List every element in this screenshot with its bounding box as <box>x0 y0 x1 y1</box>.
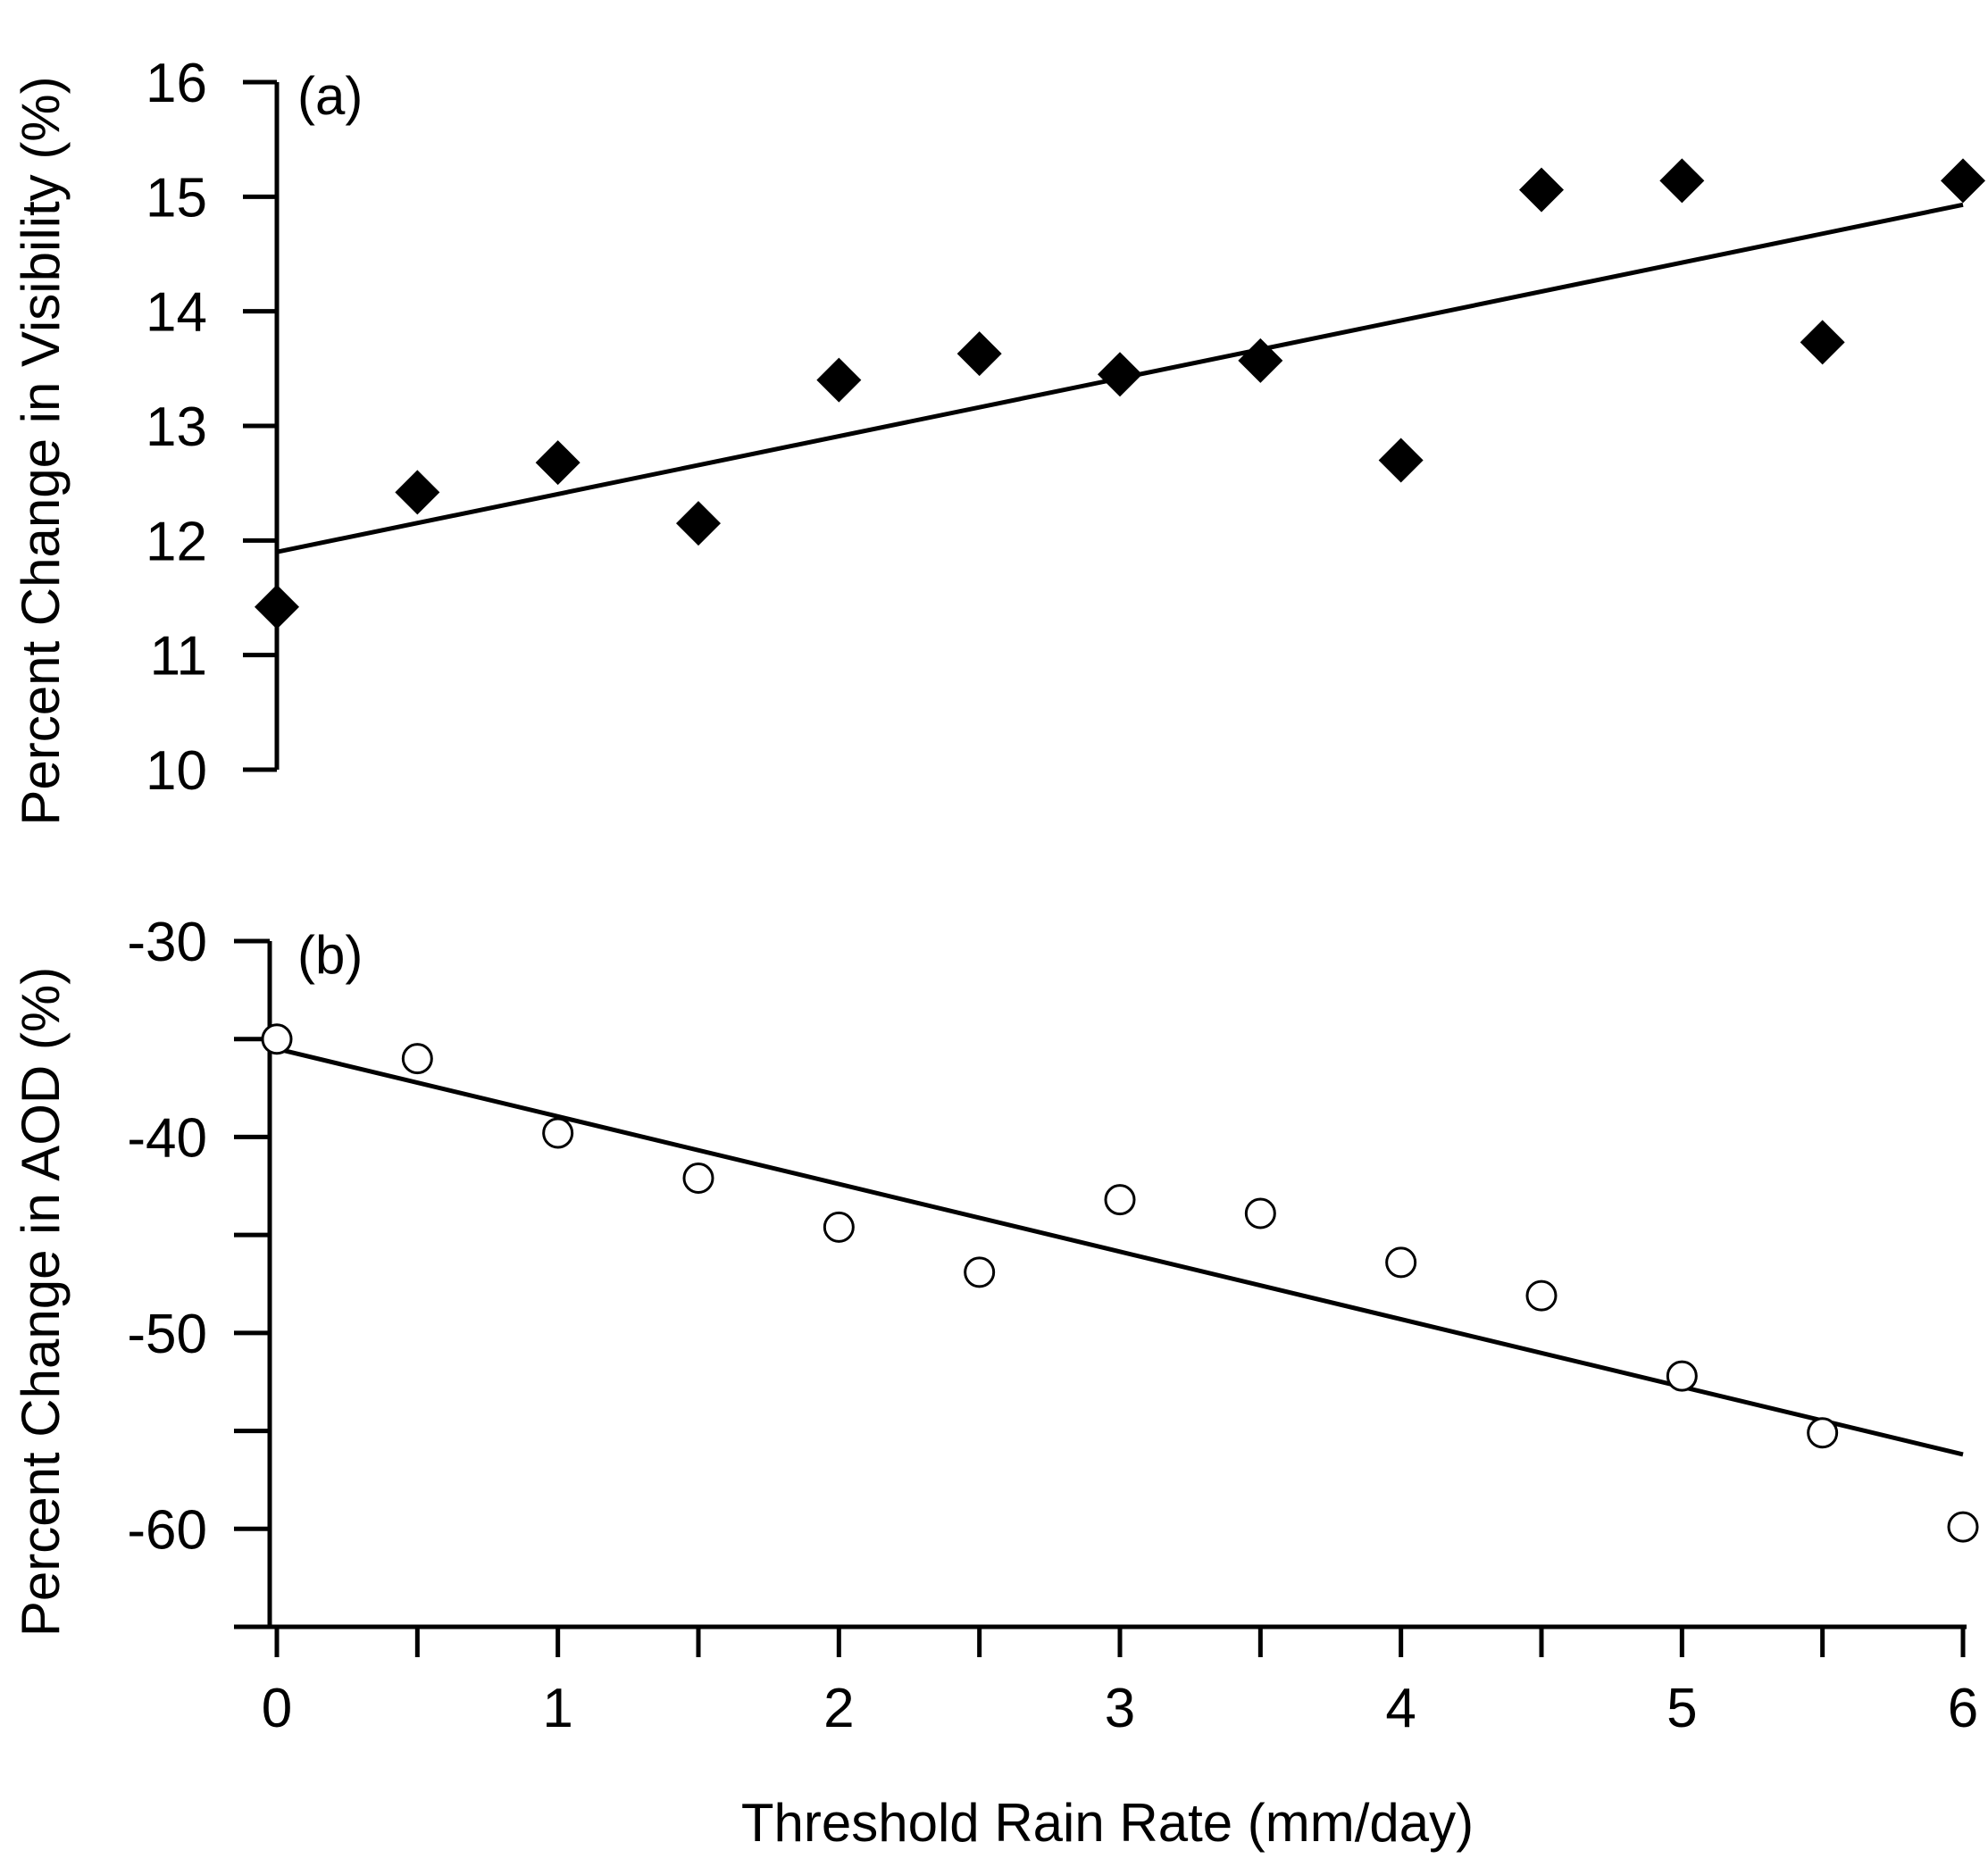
panel-b-fit-segment <box>276 1046 1964 1457</box>
panel-b-x-tick-labels: 0 1 2 3 4 5 6 <box>262 1678 1978 1739</box>
panel-a-data-points <box>255 158 1985 629</box>
panel-a-visibility: 10 11 12 13 14 15 16 (a) Percent Change in Vis… <box>11 53 1985 826</box>
panel-a-diamond-point <box>1238 338 1283 383</box>
panel-a-y-tick-label: 16 <box>146 53 207 114</box>
panel-b-circle-point <box>1244 1197 1276 1229</box>
panel-b-circle-point <box>823 1211 855 1243</box>
panel-a-y-tick-label: 10 <box>146 740 207 802</box>
panel-a-diamond-point <box>1941 158 1985 204</box>
panel-b-y-tick-label: -30 <box>127 912 207 973</box>
panel-b-y-tick-label: -40 <box>127 1107 207 1169</box>
panel-a-axes <box>243 79 280 772</box>
panel-b-fit-line <box>276 1046 1964 1457</box>
panel-b-circle-point <box>682 1163 714 1195</box>
panel-b-circle-point <box>1947 1511 1979 1543</box>
panel-b-x-axis-label: Threshold Rain Rate (mm/day) <box>741 1793 1474 1853</box>
panel-a-diamond-point <box>676 501 721 546</box>
panel-b-circle-point <box>261 1023 293 1055</box>
panel-b-x-tick-label: 1 <box>542 1678 572 1739</box>
panel-b-circle-point <box>1807 1417 1839 1449</box>
panel-a-label: (a) <box>297 66 363 126</box>
panel-b-x-tick-label: 2 <box>823 1678 854 1739</box>
panel-b-circle-point <box>1666 1360 1698 1392</box>
panel-b-circle-point <box>964 1256 996 1288</box>
panel-b-x-tick-label: 5 <box>1666 1678 1697 1739</box>
panel-b-circle-point <box>542 1117 574 1149</box>
panel-b-x-tick-label: 4 <box>1385 1678 1416 1739</box>
panel-b-axes <box>234 938 1967 1657</box>
panel-b-y-tick-labels: -30 -40 -50 -60 <box>127 912 207 1561</box>
panel-a-diamond-point <box>1659 158 1705 204</box>
panel-a-y-tick-label: 14 <box>146 282 207 344</box>
panel-a-diamond-point <box>395 470 440 515</box>
panel-a-y-axis-label: Percent Change in Visibility (%) <box>11 76 71 825</box>
panel-a-y-tick-label: 15 <box>146 167 207 229</box>
panel-b-circle-point <box>1385 1246 1417 1279</box>
panel-b-x-tick-label: 0 <box>262 1678 292 1739</box>
panel-b-circle-point <box>1525 1279 1558 1312</box>
panel-a-y-tick-label: 13 <box>146 396 207 458</box>
panel-b-y-axis-label: Percent Change in AOD (%) <box>11 967 71 1637</box>
panel-b-label: (b) <box>297 925 363 985</box>
panel-b-circle-point <box>401 1043 433 1075</box>
panel-a-diamond-point <box>535 440 581 486</box>
panel-a-diamond-point <box>1098 352 1142 397</box>
panel-b-y-tick-label: -60 <box>127 1499 207 1561</box>
panel-a-diamond-point <box>956 331 1002 377</box>
panel-a-y-tick-label: 11 <box>150 626 207 688</box>
panel-a-diamond-point <box>1800 320 1845 365</box>
panel-b-x-tick-label: 3 <box>1105 1678 1135 1739</box>
panel-b-data-points <box>261 1023 1979 1543</box>
panel-b-circle-point <box>1104 1184 1136 1216</box>
panel-a-y-tick-label: 12 <box>146 511 207 572</box>
panel-b-x-tick-label: 6 <box>1948 1678 1978 1739</box>
panel-a-diamond-point <box>1378 438 1424 483</box>
panel-a-y-tick-labels: 10 11 12 13 14 15 16 <box>146 53 207 802</box>
panel-b-y-tick-label: -50 <box>127 1304 207 1365</box>
panel-a-diamond-point <box>816 357 862 403</box>
panel-b-aod: -30 -40 -50 -60 0 1 2 3 4 5 6 (b) Percent Change … <box>11 912 1979 1853</box>
panel-a-diamond-point <box>1519 167 1564 213</box>
panel-a-diamond-point <box>255 584 299 629</box>
